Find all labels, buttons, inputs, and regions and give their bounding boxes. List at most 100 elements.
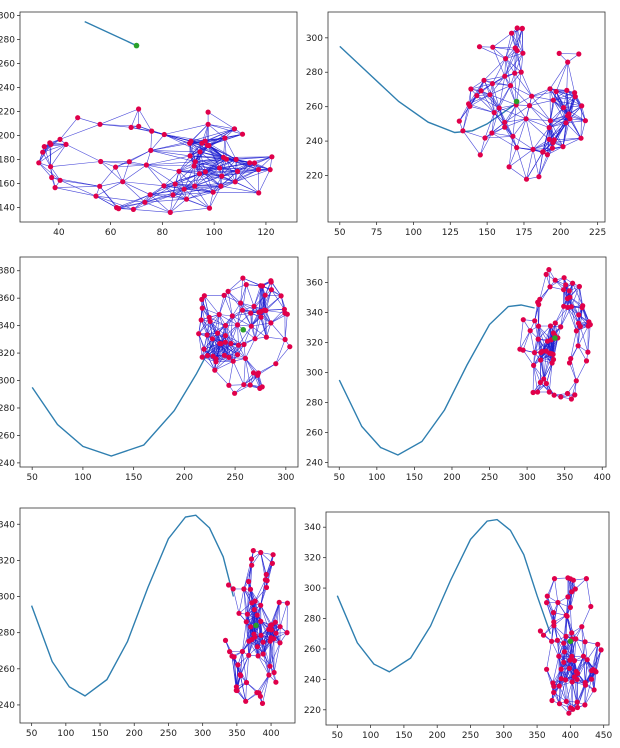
y-tick-label: 240 (306, 137, 323, 147)
graph-node (514, 25, 520, 31)
graph-node (584, 657, 590, 663)
graph-edge (554, 578, 559, 603)
graph-node (254, 644, 260, 650)
graph-edge (236, 156, 272, 160)
graph-edge (250, 626, 259, 656)
graph-node (248, 310, 254, 316)
graph-edge (242, 277, 261, 286)
graph-edge (206, 334, 214, 357)
graph-edge (550, 120, 564, 147)
graph-node (263, 307, 269, 314)
graph-node (229, 653, 235, 659)
graph-node (52, 185, 58, 191)
graph-node (263, 584, 270, 591)
graph-edge (584, 659, 588, 683)
graph-node (575, 670, 581, 677)
graph-edge (150, 185, 165, 195)
graph-edge (583, 656, 586, 683)
graph-edge (144, 185, 165, 203)
graph-edge (554, 137, 582, 141)
graph-node (233, 687, 239, 694)
x-tick-label: 100 (405, 228, 422, 238)
graph-node (220, 154, 227, 160)
graph-node (167, 209, 173, 215)
graph-node (574, 676, 580, 683)
graph-edge (584, 689, 595, 706)
graph-node (536, 174, 542, 180)
graph-node (230, 586, 236, 592)
y-tick-label: 340 (0, 520, 15, 530)
graph-edge (526, 118, 551, 121)
y-tick-label: 300 (0, 377, 15, 387)
y-tick-label: 340 (304, 523, 321, 533)
graph-edge (245, 358, 259, 374)
graph-edge (207, 124, 210, 146)
graph-edge (194, 167, 220, 187)
graph-edge (584, 679, 592, 705)
graph-node (226, 354, 232, 360)
graph-node (489, 81, 495, 87)
graph-node (263, 334, 269, 340)
graph-edge (260, 674, 270, 697)
graph-edge (489, 94, 500, 109)
graph-edge (224, 137, 237, 160)
graph-node (247, 586, 254, 592)
graph-edge (505, 58, 522, 73)
graph-node (206, 314, 212, 320)
graph-edge (547, 146, 564, 155)
graph-edge (146, 164, 180, 172)
graph-edge (146, 164, 176, 185)
graph-node (567, 576, 574, 582)
graph-node (234, 322, 241, 328)
graph-edge (219, 167, 271, 170)
graph-edge (190, 128, 235, 142)
graph-edge (550, 118, 570, 121)
graph-edge (515, 104, 527, 119)
graph-edge (163, 171, 180, 187)
graph-node (192, 183, 198, 189)
graph-node (219, 173, 225, 179)
graph-edge (275, 602, 280, 634)
graph-edge (565, 616, 568, 637)
x-tick-label: 350 (528, 731, 545, 741)
graph-node (268, 278, 274, 284)
graph-node (543, 348, 549, 354)
graph-edge (566, 62, 568, 91)
graph-node (267, 638, 273, 644)
graph-node (98, 158, 104, 165)
graph-edge (529, 105, 550, 128)
graph-edge (492, 83, 511, 86)
graph-edge (566, 596, 569, 617)
plot-area (339, 25, 589, 182)
graph-edge (257, 629, 269, 647)
graph-edge (531, 95, 554, 101)
graph-node (535, 336, 541, 342)
graph-edge (194, 157, 224, 167)
x-tick-label: 125 (442, 228, 459, 238)
graph-edge (532, 127, 550, 150)
graph-node (201, 293, 207, 299)
graph-edge (531, 88, 551, 97)
graph-edge (258, 285, 261, 313)
graph-edge (207, 111, 235, 130)
graph-edge (512, 118, 527, 137)
graph-edge (553, 615, 567, 626)
graph-edge (240, 675, 246, 702)
graph-edge (483, 80, 511, 86)
graph-edge (219, 159, 237, 169)
graph-edge (520, 53, 524, 73)
graph-edge (480, 90, 495, 113)
graph-edge (538, 154, 548, 177)
graph-node (277, 640, 283, 646)
graph-edge (522, 330, 531, 351)
y-tick-label: 220 (304, 706, 321, 716)
graph-edge (198, 333, 203, 358)
graph-edge (208, 124, 243, 135)
graph-node (558, 666, 564, 672)
graph-edge (144, 202, 171, 213)
plot-area (36, 20, 275, 215)
graph-node (120, 179, 126, 185)
graph-edge (50, 161, 101, 167)
graph-node (210, 353, 216, 359)
graph-edge (131, 127, 165, 135)
